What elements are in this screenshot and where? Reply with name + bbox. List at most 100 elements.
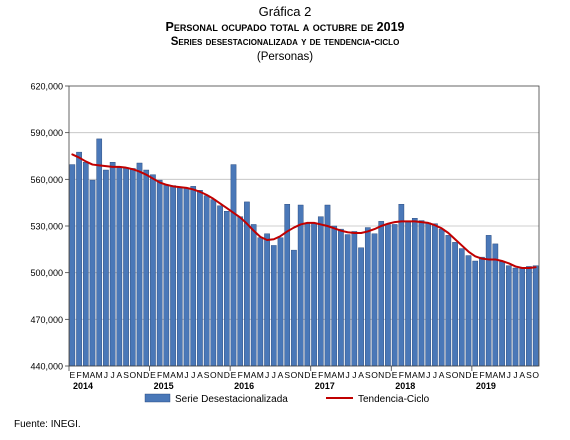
x-tick-month: A <box>278 370 284 380</box>
bar-seasonally-adjusted <box>532 265 539 367</box>
bar-seasonally-adjusted <box>197 190 203 367</box>
bar-seasonally-adjusted <box>452 242 458 367</box>
bar-seasonally-adjusted <box>398 204 405 367</box>
bar-seasonally-adjusted <box>237 216 244 367</box>
bar-seasonally-adjusted <box>210 199 217 367</box>
x-tick-month: F <box>76 370 81 380</box>
x-tick-month: O <box>532 370 539 380</box>
x-tick-month: F <box>318 370 323 380</box>
x-tick-year: 2016 <box>234 381 254 391</box>
x-tick-month: D <box>143 370 149 380</box>
x-tick-month: A <box>358 370 364 380</box>
x-tick-month: D <box>465 370 471 380</box>
x-tick-month: A <box>170 370 176 380</box>
bar-seasonally-adjusted <box>190 186 197 367</box>
x-tick-month: M <box>257 370 264 380</box>
bar-seasonally-adjusted <box>425 222 432 367</box>
x-tick-year: 2014 <box>73 381 93 391</box>
x-tick-month: J <box>513 370 517 380</box>
x-tick-month: O <box>371 370 378 380</box>
x-tick-month: M <box>499 370 506 380</box>
y-tick-label: 590,000 <box>30 128 63 138</box>
x-tick-month: S <box>123 370 129 380</box>
bar-seasonally-adjusted <box>103 169 109 367</box>
bar-seasonally-adjusted <box>183 187 190 367</box>
x-tick-year: 2015 <box>154 381 174 391</box>
bar-seasonally-adjusted <box>364 227 371 367</box>
x-tick-month: J <box>426 370 430 380</box>
bar-seasonally-adjusted <box>170 185 176 367</box>
bar-seasonally-adjusted <box>378 221 385 367</box>
x-tick-month: E <box>472 370 478 380</box>
x-tick-month: M <box>163 370 170 380</box>
x-tick-month: A <box>412 370 418 380</box>
chart-subtitle-text: Series desestacionalizada y de tendencia… <box>170 36 400 48</box>
x-tick-month: N <box>298 370 304 380</box>
bar-seasonally-adjusted <box>297 204 304 367</box>
x-tick-month: S <box>284 370 290 380</box>
x-tick-year: 2017 <box>315 381 335 391</box>
bar-seasonally-adjusted <box>338 228 344 367</box>
bar-seasonally-adjusted <box>324 204 331 367</box>
x-tick-month: M <box>82 370 89 380</box>
x-tick-month: F <box>157 370 162 380</box>
bar-seasonally-adjusted <box>129 168 136 367</box>
bar-seasonally-adjusted <box>89 179 96 367</box>
bar-seasonally-adjusted <box>465 255 472 367</box>
x-tick-month: J <box>265 370 269 380</box>
chart-title: Personal ocupado total a octubre de 2019 <box>0 19 570 35</box>
x-tick-month: A <box>90 370 96 380</box>
bar-seasonally-adjusted <box>351 231 358 367</box>
bar-seasonally-adjusted <box>432 223 438 367</box>
x-tick-month: J <box>191 370 195 380</box>
chart-subtitle: Series desestacionalizada y de tendencia… <box>0 35 570 50</box>
bar-seasonally-adjusted <box>203 195 210 367</box>
bar-seasonally-adjusted <box>257 237 264 367</box>
x-tick-month: M <box>337 370 344 380</box>
bar-seasonally-adjusted <box>526 266 532 367</box>
bar-seasonally-adjusted <box>519 267 526 367</box>
x-tick-month: F <box>399 370 404 380</box>
y-tick-label: 500,000 <box>30 268 63 278</box>
bar-seasonally-adjusted <box>317 216 324 367</box>
x-tick-month: A <box>439 370 445 380</box>
bar-seasonally-adjusted <box>492 243 499 367</box>
bar-seasonally-adjusted <box>344 234 351 367</box>
bar-seasonally-adjusted <box>284 204 291 367</box>
figure-label: Gráfica 2 <box>258 4 312 19</box>
y-axis-ticks: 440,000 470,000 500,000 530,000 560,000 590,0… <box>30 82 69 372</box>
x-tick-month: E <box>392 370 398 380</box>
x-tick-month: O <box>129 370 136 380</box>
x-tick-month: A <box>331 370 337 380</box>
trend-cycle-line <box>71 153 537 269</box>
bar-seasonally-adjusted <box>472 260 479 367</box>
y-tick-label: 560,000 <box>30 175 63 185</box>
x-tick-month: O <box>291 370 298 380</box>
x-tick-month: J <box>346 370 350 380</box>
trend-line-layer <box>71 153 537 269</box>
y-tick-label: 470,000 <box>30 315 63 325</box>
x-tick-month: M <box>324 370 331 380</box>
bar-seasonally-adjusted <box>499 261 505 367</box>
x-tick-month: M <box>485 370 492 380</box>
x-tick-month: N <box>136 370 142 380</box>
bars-layer <box>69 138 539 367</box>
x-tick-month: N <box>378 370 384 380</box>
bar-seasonally-adjusted <box>176 187 183 367</box>
bar-seasonally-adjusted <box>136 162 143 367</box>
x-tick-month: M <box>176 370 183 380</box>
legend-line-label: Tendencia-Ciclo <box>358 394 430 405</box>
bar-seasonally-adjusted <box>485 235 492 367</box>
legend-bar-label: Serie Desestacionalizada <box>175 394 288 405</box>
bar-seasonally-adjusted <box>505 265 512 367</box>
bar-seasonally-adjusted <box>69 164 76 367</box>
x-tick-month: M <box>96 370 103 380</box>
y-tick-label: 530,000 <box>30 222 63 232</box>
bar-seasonally-adjusted <box>163 184 170 367</box>
bar-seasonally-adjusted <box>270 245 277 367</box>
bar-seasonally-adjusted <box>438 228 445 367</box>
x-tick-month: E <box>231 370 237 380</box>
bar-seasonally-adjusted <box>304 222 311 367</box>
x-tick-month: M <box>418 370 425 380</box>
